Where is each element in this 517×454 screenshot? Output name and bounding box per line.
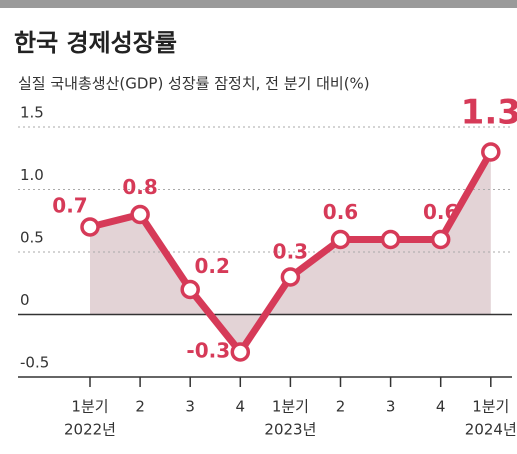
y-tick-label: -0.5 <box>20 354 49 372</box>
y-tick-label: 0.5 <box>20 229 44 247</box>
marker <box>483 144 499 160</box>
x-tick-label: 3 <box>386 398 396 416</box>
y-tick-label: 1.0 <box>20 166 44 184</box>
marker <box>82 219 98 235</box>
y-tick-label: 1.5 <box>20 104 44 122</box>
x-tick-label: 3 <box>185 398 195 416</box>
y-tick-label: 0 <box>20 291 30 309</box>
x-year-label: 2022년 <box>64 421 116 439</box>
x-tick-label: 1분기 <box>272 398 309 416</box>
chart: 한국 경제성장률 실질 국내총생산(GDP) 성장률 잠정치, 전 분기 대비(… <box>0 0 517 454</box>
x-tick-label: 4 <box>436 398 446 416</box>
value-label: 0.6 <box>323 200 358 224</box>
value-label: 0.7 <box>52 194 87 218</box>
x-tick-label: 2 <box>135 398 145 416</box>
x-year-label: 2023년 <box>264 421 316 439</box>
x-tick-label: 1분기 <box>71 398 108 416</box>
value-label: -0.3 <box>186 339 230 363</box>
marker <box>232 344 248 360</box>
x-tick-label: 2 <box>336 398 346 416</box>
value-label: 0.3 <box>273 240 308 264</box>
top-bar <box>0 0 517 8</box>
x-tick-label: 4 <box>236 398 246 416</box>
chart-title: 한국 경제성장률 <box>14 29 177 57</box>
marker <box>433 232 449 248</box>
value-label: 1.3 <box>461 93 517 133</box>
value-label: 0.2 <box>194 254 229 278</box>
value-label: 0.8 <box>122 175 157 199</box>
chart-subtitle: 실질 국내총생산(GDP) 성장률 잠정치, 전 분기 대비(%) <box>18 75 370 93</box>
marker <box>333 232 349 248</box>
marker <box>132 207 148 223</box>
x-year-label: 2024년 <box>465 421 517 439</box>
value-label: 0.6 <box>423 200 458 224</box>
x-tick-label: 1분기 <box>472 398 509 416</box>
marker <box>282 269 298 285</box>
marker <box>383 232 399 248</box>
marker <box>182 282 198 298</box>
